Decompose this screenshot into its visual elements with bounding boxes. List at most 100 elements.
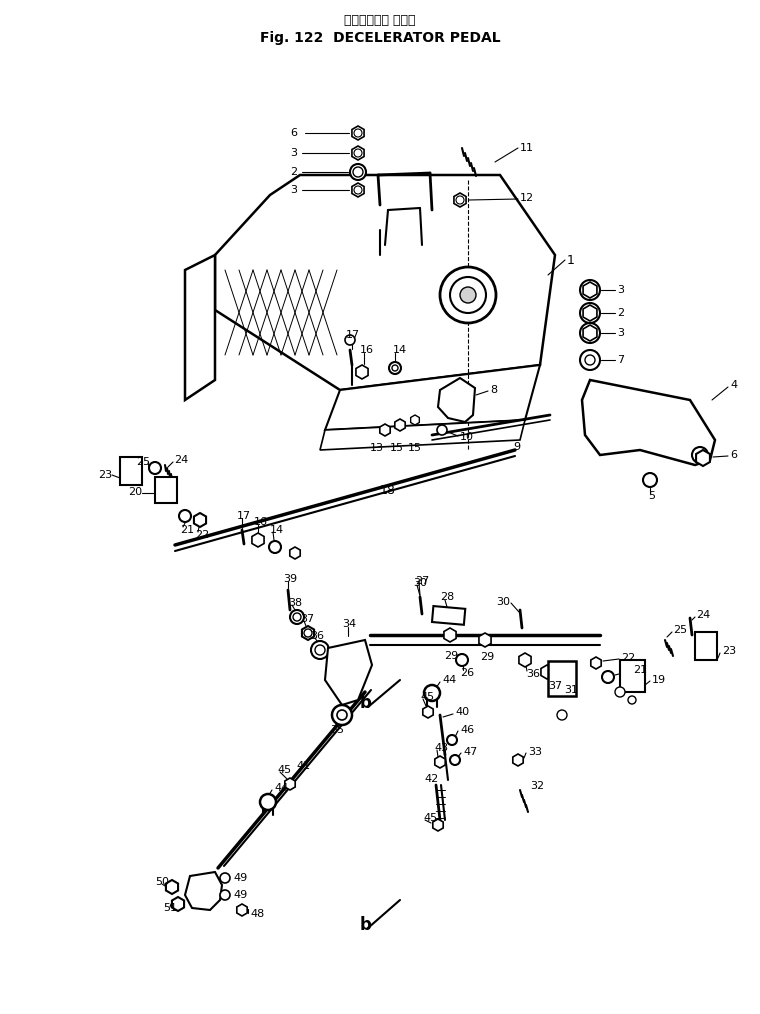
Text: 6: 6 xyxy=(730,450,737,460)
Circle shape xyxy=(337,710,347,720)
Text: 17: 17 xyxy=(237,511,251,521)
Polygon shape xyxy=(394,419,405,431)
Text: 3: 3 xyxy=(617,328,624,338)
Circle shape xyxy=(354,186,362,194)
Text: 2: 2 xyxy=(617,308,624,318)
Text: 3: 3 xyxy=(290,185,297,195)
Text: 12: 12 xyxy=(520,193,534,203)
Polygon shape xyxy=(252,533,264,547)
Text: 44: 44 xyxy=(274,783,288,793)
Text: 14: 14 xyxy=(393,345,407,355)
Text: 18: 18 xyxy=(380,484,396,497)
Text: 27: 27 xyxy=(415,576,429,586)
Polygon shape xyxy=(325,640,372,705)
Text: 22: 22 xyxy=(195,530,209,540)
Polygon shape xyxy=(583,282,597,298)
Circle shape xyxy=(437,425,447,435)
Text: 37: 37 xyxy=(300,614,314,624)
Circle shape xyxy=(615,687,625,697)
Bar xyxy=(548,661,576,696)
Polygon shape xyxy=(438,378,475,422)
Circle shape xyxy=(260,794,276,810)
Text: 36: 36 xyxy=(526,669,540,679)
Text: 1: 1 xyxy=(567,254,575,267)
Circle shape xyxy=(392,365,398,371)
Text: 6: 6 xyxy=(290,128,297,138)
Text: 15: 15 xyxy=(390,443,404,453)
Text: 22: 22 xyxy=(621,653,635,663)
Text: 45: 45 xyxy=(423,813,437,823)
Bar xyxy=(432,606,465,625)
Text: 15: 15 xyxy=(408,443,422,453)
Polygon shape xyxy=(444,628,456,642)
Circle shape xyxy=(290,610,304,624)
Polygon shape xyxy=(285,778,295,790)
Polygon shape xyxy=(541,665,553,679)
Text: 51: 51 xyxy=(163,903,177,913)
Polygon shape xyxy=(352,146,364,160)
Polygon shape xyxy=(302,626,314,640)
Text: 32: 32 xyxy=(530,781,544,791)
Text: 39: 39 xyxy=(283,574,297,584)
Text: 17: 17 xyxy=(346,330,360,340)
Polygon shape xyxy=(591,657,601,669)
Circle shape xyxy=(179,510,191,522)
Text: 40: 40 xyxy=(455,707,469,717)
Text: 26: 26 xyxy=(460,668,474,678)
Circle shape xyxy=(332,705,352,725)
Text: 24: 24 xyxy=(696,610,711,620)
Polygon shape xyxy=(356,365,368,379)
Text: 42: 42 xyxy=(424,774,439,784)
Text: 25: 25 xyxy=(136,457,150,467)
Polygon shape xyxy=(583,325,597,341)
Text: 41: 41 xyxy=(296,760,310,771)
Circle shape xyxy=(580,323,600,343)
Text: 11: 11 xyxy=(520,143,534,153)
Text: 48: 48 xyxy=(250,909,264,919)
Circle shape xyxy=(456,196,464,204)
Circle shape xyxy=(220,890,230,900)
Circle shape xyxy=(293,613,301,621)
Text: 5: 5 xyxy=(648,491,655,501)
Text: 37: 37 xyxy=(548,681,562,691)
Text: 4: 4 xyxy=(730,380,737,390)
Polygon shape xyxy=(432,819,443,831)
Text: 9: 9 xyxy=(513,442,520,452)
Polygon shape xyxy=(185,872,222,910)
Circle shape xyxy=(602,671,614,683)
Circle shape xyxy=(460,287,476,303)
Circle shape xyxy=(557,710,567,720)
Polygon shape xyxy=(435,756,445,768)
Text: 10: 10 xyxy=(460,432,474,442)
Circle shape xyxy=(350,164,366,180)
Text: 29: 29 xyxy=(480,652,494,662)
Text: 49: 49 xyxy=(233,890,247,900)
Text: 45: 45 xyxy=(420,692,434,702)
Polygon shape xyxy=(215,175,555,390)
Text: 34: 34 xyxy=(342,619,356,629)
Polygon shape xyxy=(290,547,300,559)
Bar xyxy=(620,660,645,692)
Circle shape xyxy=(580,303,600,323)
Bar xyxy=(695,632,717,660)
Circle shape xyxy=(447,735,457,745)
Polygon shape xyxy=(325,365,540,430)
Text: 23: 23 xyxy=(722,646,736,656)
Polygon shape xyxy=(237,904,247,916)
Text: 13: 13 xyxy=(370,443,384,453)
Text: 35: 35 xyxy=(330,725,344,735)
Text: Fig. 122  DECELERATOR PEDAL: Fig. 122 DECELERATOR PEDAL xyxy=(260,31,500,45)
Polygon shape xyxy=(194,513,206,527)
Polygon shape xyxy=(320,420,525,450)
Polygon shape xyxy=(519,653,531,667)
Polygon shape xyxy=(583,305,597,321)
Circle shape xyxy=(584,284,596,296)
Circle shape xyxy=(220,873,230,883)
Polygon shape xyxy=(185,255,215,400)
Circle shape xyxy=(584,307,596,319)
Text: 16: 16 xyxy=(254,517,268,527)
Text: 44: 44 xyxy=(442,675,456,685)
Text: 30: 30 xyxy=(413,578,427,588)
Circle shape xyxy=(450,755,460,765)
Text: 47: 47 xyxy=(463,747,477,757)
